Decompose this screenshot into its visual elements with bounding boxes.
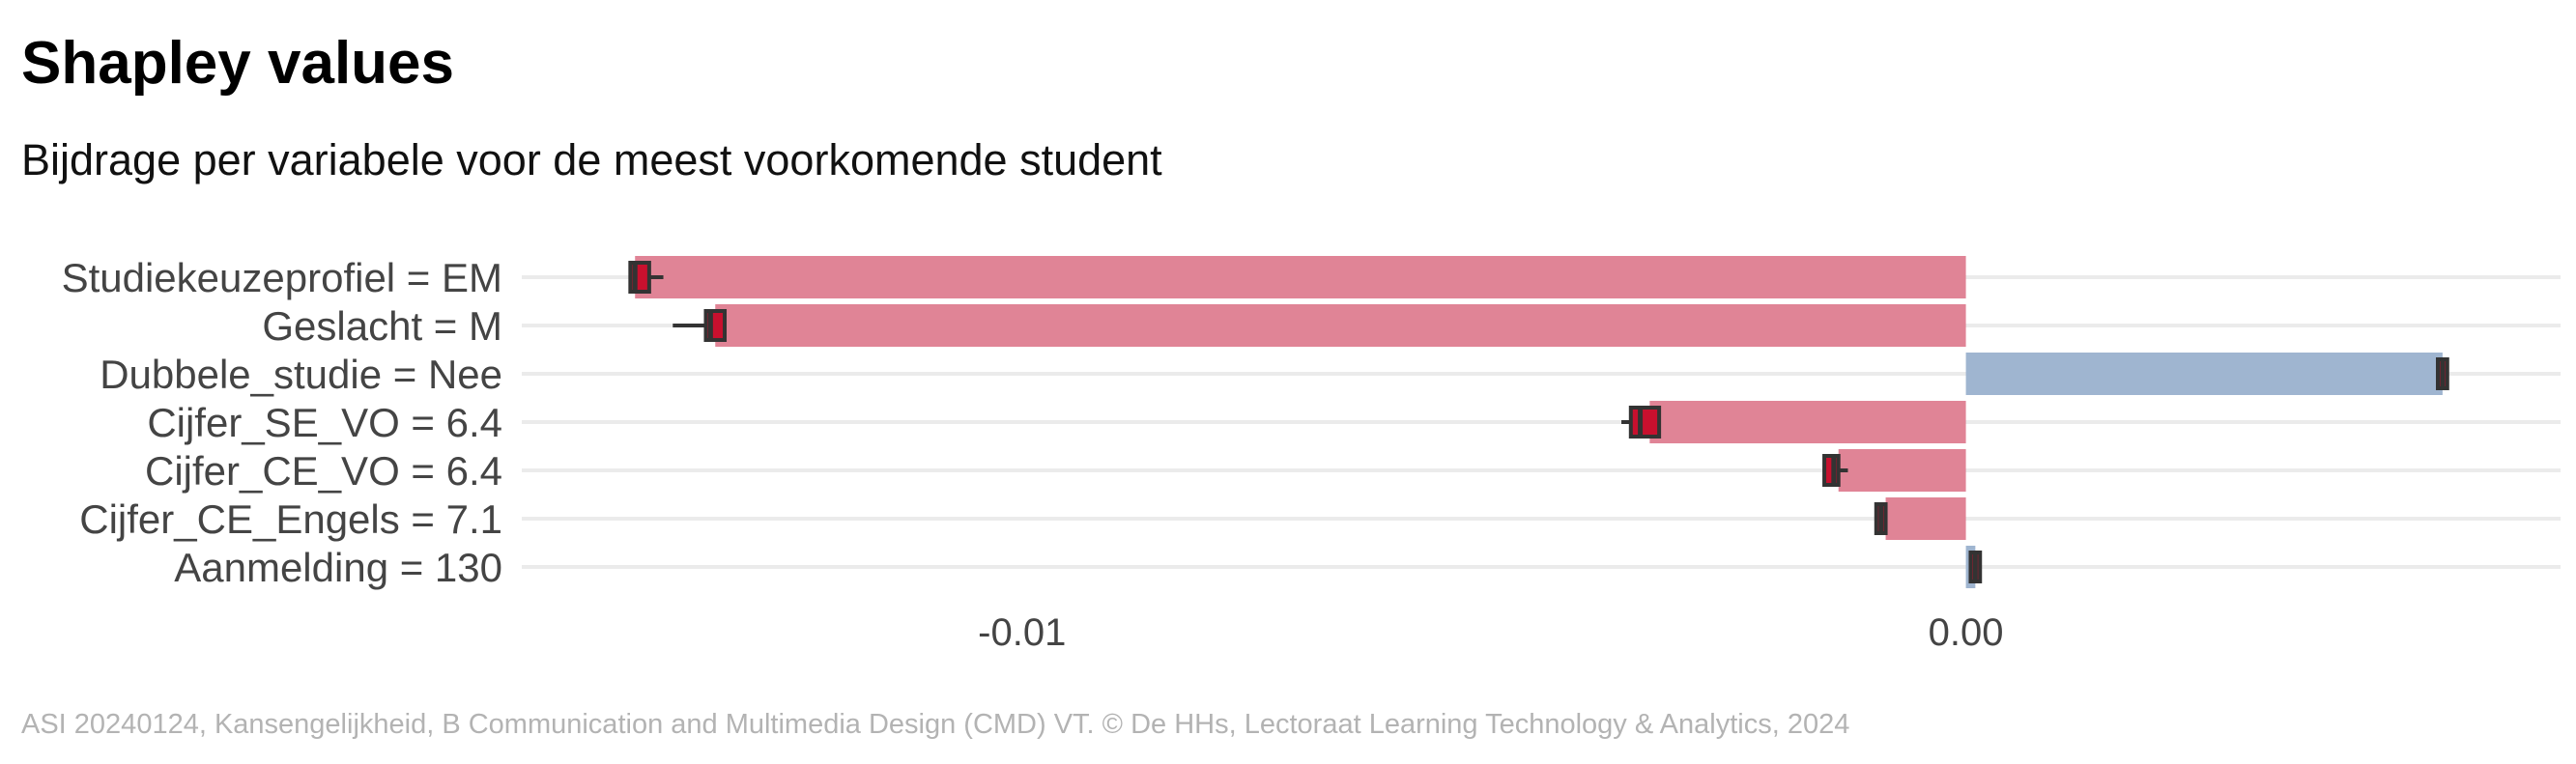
x-tick-label: 0.00 <box>1929 611 2004 654</box>
boxplots <box>628 261 2449 583</box>
category-label: Cijfer_CE_Engels = 7.1 <box>79 496 502 542</box>
footer-caption: ASI 20240124, Kansengelijkheid, B Commun… <box>21 709 1850 740</box>
shapley-bar <box>1649 401 1966 443</box>
chart-subtitle: Bijdrage per variabele voor de meest voo… <box>21 135 1162 184</box>
shapley-bar <box>635 256 1966 298</box>
category-label: Geslacht = M <box>262 303 502 349</box>
x-tick-label: -0.01 <box>978 611 1066 654</box>
category-label: Studiekeuzeprofiel = EM <box>62 255 502 300</box>
bars <box>635 256 2443 588</box>
category-label: Aanmelding = 130 <box>174 545 502 590</box>
boxplot-box <box>1628 406 1662 439</box>
category-label: Cijfer_SE_VO = 6.4 <box>147 400 502 445</box>
shapley-bar <box>1885 497 1966 540</box>
shapley-bar <box>1838 449 1966 492</box>
x-axis-ticks: -0.01 0.00 <box>978 611 2003 654</box>
category-label: Cijfer_CE_VO = 6.4 <box>145 448 502 494</box>
category-label: Dubbele_studie = Nee <box>100 352 502 397</box>
chart-title: Shapley values <box>21 30 455 97</box>
shapley-bar <box>1965 353 2443 395</box>
shapley-bar <box>715 304 1966 347</box>
